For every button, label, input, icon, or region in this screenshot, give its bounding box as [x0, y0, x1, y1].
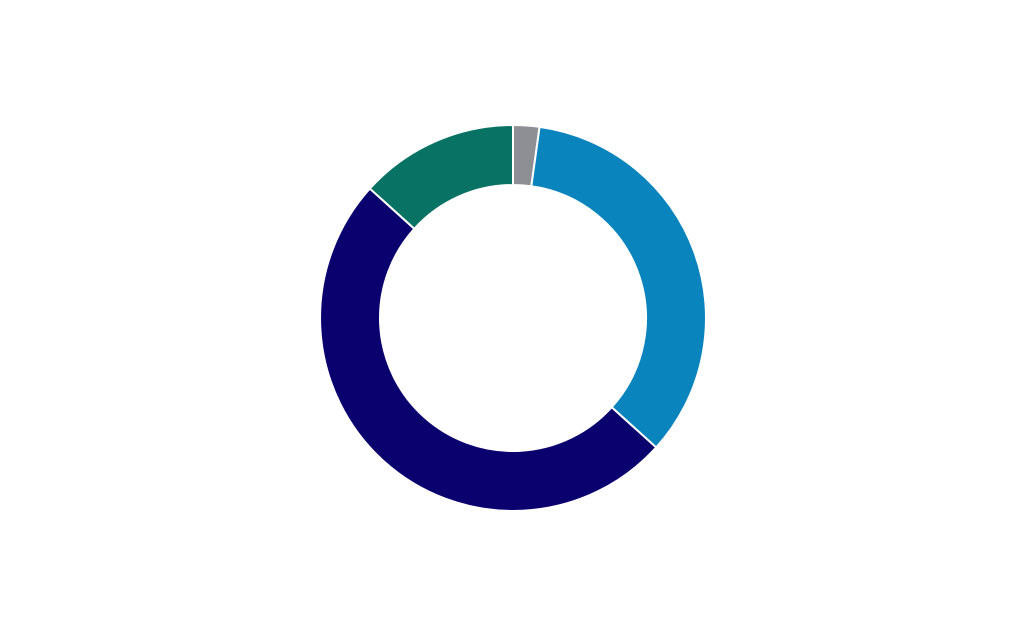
donut-segment	[530, 125, 707, 449]
donut-segment	[319, 187, 658, 512]
donut-segment	[368, 123, 514, 231]
